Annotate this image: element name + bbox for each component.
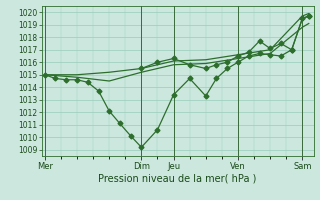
X-axis label: Pression niveau de la mer( hPa ): Pression niveau de la mer( hPa ) bbox=[99, 173, 257, 183]
